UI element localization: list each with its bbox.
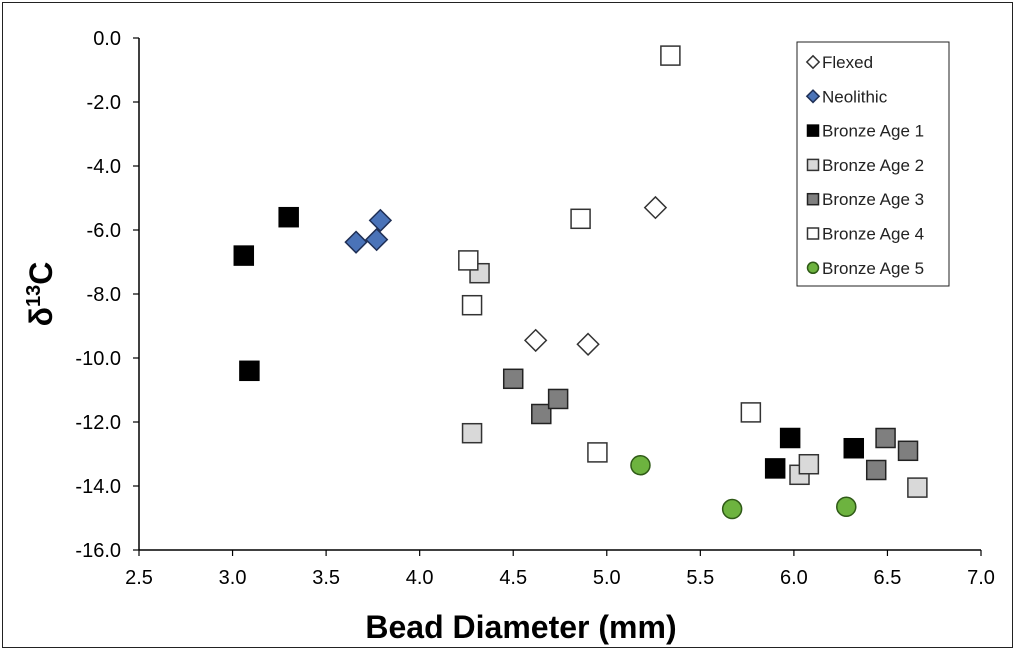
point-bronze-age-1 [239, 360, 260, 382]
y-axis-title-delta: δ [23, 307, 59, 326]
x-tick-label: 3.5 [312, 567, 340, 589]
x-tick-label: 2.5 [125, 567, 153, 589]
legend: Flexed Neolithic Bronze Age 1 Bronze Age 2 B… [796, 41, 950, 287]
y-axis-title-tail: C [23, 262, 59, 285]
x-tick-label: 4.5 [499, 567, 527, 589]
legend-label-flexed: Flexed [822, 53, 873, 72]
point-bronze-age-4 [458, 250, 479, 271]
y-tick-label: -12.0 [75, 412, 121, 434]
y-tick-label: -2.0 [87, 92, 121, 114]
legend-marker-neolithic [805, 89, 821, 104]
x-tick-label: 6.5 [874, 567, 902, 589]
point-bronze-age-5 [836, 496, 857, 518]
point-flexed [523, 328, 548, 353]
y-tick-label: -10.0 [75, 348, 121, 370]
point-bronze-age-3 [502, 368, 524, 390]
point-bronze-age-3 [865, 459, 887, 481]
point-bronze-age-1 [764, 458, 786, 479]
point-bronze-age-4 [587, 442, 608, 463]
legend-label-bronze-age-4: Bronze Age 4 [822, 225, 924, 244]
legend-marker-bronze-age-4 [806, 227, 820, 240]
y-axis-title: δ13C [23, 262, 59, 327]
point-bronze-age-3 [531, 403, 552, 425]
point-bronze-age-4 [461, 294, 483, 316]
legend-marker-flexed [805, 54, 821, 70]
point-bronze-age-1 [233, 245, 255, 266]
x-tick-label: 6.0 [780, 567, 808, 589]
x-axis-title: Bead Diameter (mm) [365, 609, 676, 645]
data-points [233, 45, 928, 520]
y-tick-label: -8.0 [87, 284, 121, 306]
legend-marker-bronze-age-3 [806, 192, 820, 206]
legend-label-bronze-age-1: Bronze Age 1 [822, 122, 924, 141]
x-tick-label: 5.5 [686, 567, 714, 589]
legend-label-bronze-age-3: Bronze Age 3 [822, 190, 924, 209]
legend-marker-bronze-age-2 [806, 158, 820, 172]
point-bronze-age-1 [779, 427, 801, 449]
point-bronze-age-3 [547, 388, 569, 410]
point-bronze-age-3 [875, 427, 896, 449]
legend-label-neolithic: Neolithic [822, 87, 888, 106]
point-bronze-age-5 [721, 498, 743, 520]
tick-labels: 0.0 -2.0 -4.0 -6.0 -8.0 -10.0 -12.0 -14.0 -16.02… [75, 28, 995, 589]
x-tick-label: 3.0 [219, 567, 247, 589]
x-tick-label: 4.0 [406, 567, 434, 589]
point-bronze-age-1 [843, 437, 865, 459]
axes-layer [133, 37, 982, 556]
y-tick-label: -14.0 [75, 476, 121, 498]
point-neolithic [364, 227, 389, 252]
point-bronze-age-2 [461, 422, 483, 444]
legend-marker-bronze-age-5 [806, 261, 820, 275]
point-bronze-age-5 [630, 454, 651, 476]
point-neolithic [344, 230, 368, 254]
legend-label-bronze-age-2: Bronze Age 2 [822, 156, 924, 175]
y-tick-label: -4.0 [87, 156, 121, 178]
legend-marker-bronze-age-1 [806, 124, 820, 137]
x-tick-label: 7.0 [967, 567, 995, 589]
point-bronze-age-4 [660, 45, 681, 66]
point-bronze-age-2 [907, 477, 928, 498]
point-bronze-age-4 [570, 208, 591, 230]
y-tick-label: -6.0 [87, 220, 121, 242]
legend-box [796, 41, 950, 287]
point-bronze-age-3 [897, 440, 919, 462]
y-tick-label: 0.0 [93, 28, 121, 50]
point-bronze-age-4 [740, 402, 762, 423]
point-neolithic [368, 208, 393, 233]
legend-label-bronze-age-5: Bronze Age 5 [822, 259, 924, 278]
y-axis-title-sup: 13 [23, 285, 45, 307]
x-tick-label: 5.0 [593, 567, 621, 589]
y-tick-label: -16.0 [75, 540, 121, 562]
point-bronze-age-1 [278, 206, 299, 228]
point-flexed [576, 332, 600, 356]
point-bronze-age-2 [798, 453, 820, 475]
point-flexed [643, 195, 668, 220]
